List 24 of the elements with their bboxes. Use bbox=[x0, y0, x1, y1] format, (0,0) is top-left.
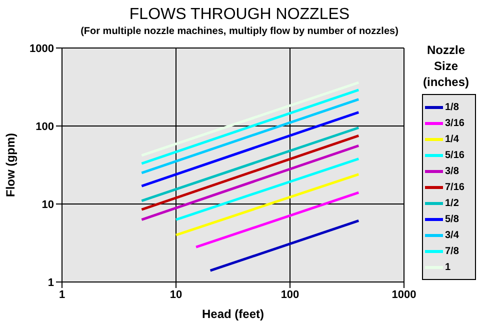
chart-title: FLOWS THROUGH NOZZLES bbox=[128, 6, 351, 24]
legend-label: 1/4 bbox=[445, 134, 459, 144]
x-tick-label: 100 bbox=[280, 288, 300, 301]
legend-label: 7/16 bbox=[445, 182, 464, 192]
x-tick-label: 1000 bbox=[392, 288, 416, 301]
legend-label: 7/8 bbox=[445, 246, 459, 256]
x-axis-title: Head (feet) bbox=[202, 307, 264, 321]
legend-label: 5/8 bbox=[445, 214, 459, 224]
legend-title: Nozzle Size (inches) bbox=[422, 42, 470, 90]
y-tick-label: 1 bbox=[48, 276, 54, 289]
legend-label: 3/4 bbox=[445, 230, 459, 240]
legend-label: 5/16 bbox=[445, 150, 464, 160]
y-axis-title: Flow (gpm) bbox=[3, 133, 18, 197]
legend-label: 1/8 bbox=[445, 102, 459, 112]
x-tick-label: 10 bbox=[170, 288, 182, 301]
chart-subtitle: (For multiple nozzle machines, multiply flow by number of nozzles) bbox=[80, 26, 400, 37]
x-tick-label: 1 bbox=[58, 288, 66, 301]
y-tick-label: 10 bbox=[42, 198, 54, 211]
legend-label: 1 bbox=[445, 262, 451, 272]
legend-label: 3/8 bbox=[445, 166, 459, 176]
y-tick-label: 100 bbox=[36, 120, 54, 133]
legend-label: 1/2 bbox=[445, 198, 459, 208]
y-tick-label: 1000 bbox=[30, 42, 54, 55]
legend-label: 3/16 bbox=[445, 118, 464, 128]
